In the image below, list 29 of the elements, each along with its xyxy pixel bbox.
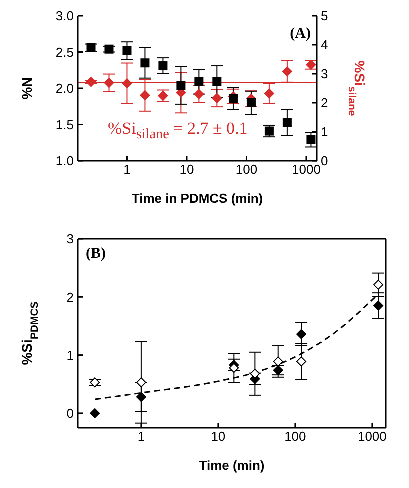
y2-tick-label: 4 <box>321 38 328 53</box>
y-tick-label: 1 <box>66 348 74 363</box>
y-tick-label: 3 <box>66 232 74 247</box>
y2-tick-label: 0 <box>321 154 328 169</box>
y2-tick-label: 5 <box>321 8 328 24</box>
x-tick-label: 1000 <box>292 162 321 178</box>
x-axis-title: Time (min) <box>199 458 265 473</box>
x-tick-label: 1000 <box>358 429 387 444</box>
x-axis-title: Time in PDMCS (min) <box>132 191 264 206</box>
y-tick-label: 1.0 <box>56 154 74 169</box>
y-tick-label: 2.0 <box>56 81 74 96</box>
x-tick-label: 1 <box>138 429 146 444</box>
y-tick-label: 2.5 <box>56 44 74 60</box>
x-tick-label: 10 <box>180 162 194 178</box>
annotation: (A) <box>290 26 311 43</box>
y-axis-title: %N <box>19 77 35 100</box>
x-tick-label: 1 <box>124 162 131 178</box>
y-tick-label: 1.5 <box>56 117 74 132</box>
x-tick-label: 100 <box>284 429 306 444</box>
annotation: %Si$_{silane}$ = 2.7 ± 0.1 <box>108 119 248 144</box>
y-tick-label: 3.0 <box>56 8 74 24</box>
annotation: (B) <box>86 246 106 263</box>
x-tick-label: 10 <box>211 429 226 444</box>
y2-tick-label: 2 <box>321 96 328 111</box>
y2-tick-label: 3 <box>321 66 328 82</box>
x-tick-label: 100 <box>236 162 258 178</box>
y-tick-label: 2 <box>66 290 74 305</box>
y-tick-label: 0 <box>66 406 74 422</box>
y2-tick-label: 1 <box>321 124 328 140</box>
